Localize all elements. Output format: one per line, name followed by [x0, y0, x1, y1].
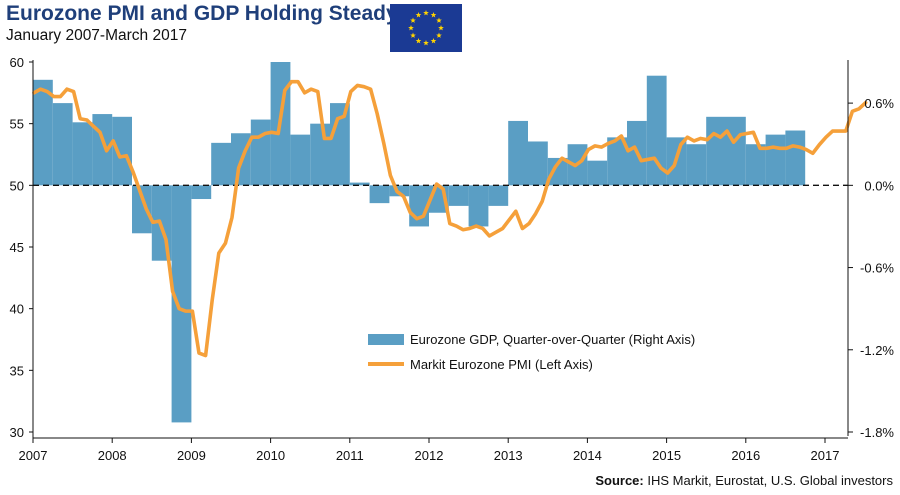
x-tick-label: 2007 — [19, 448, 48, 463]
gdp-bar — [211, 142, 231, 186]
flag-star-icon — [436, 32, 442, 38]
gdp-bar — [765, 134, 786, 186]
x-tick-label: 2016 — [731, 448, 760, 463]
chart-legend: Eurozone GDP, Quarter-over-Quarter (Righ… — [368, 332, 695, 372]
gdp-bar — [468, 185, 489, 227]
flag-star-icon — [415, 12, 422, 18]
gdp-bar — [330, 103, 350, 186]
left-tick-label: 45 — [10, 240, 24, 255]
gdp-bar — [587, 160, 608, 186]
flag-star-icon — [408, 25, 414, 31]
x-tick-label: 2017 — [811, 448, 840, 463]
gdp-bar — [349, 182, 370, 186]
gdp-bar — [191, 185, 212, 200]
gdp-bar — [508, 120, 528, 186]
right-tick-label: -1.8% — [860, 425, 894, 440]
x-tick-label: 2008 — [98, 448, 127, 463]
gdp-bar — [745, 144, 766, 186]
left-tick-label: 40 — [10, 302, 24, 317]
gdp-bar — [132, 185, 152, 234]
chart-axes: 60 55 50 45 40 35 30 0.6% 0.0% -0.6% -1.2% -1.8% 200… — [10, 55, 895, 463]
left-tick-label: 35 — [10, 363, 24, 378]
gdp-bar — [389, 185, 410, 197]
gdp-bar — [488, 185, 509, 206]
source-label: Source: — [595, 473, 644, 488]
right-tick-label: 0.0% — [864, 178, 894, 193]
gdp-bar — [250, 119, 271, 186]
flag-star-icon — [430, 37, 437, 44]
legend-label-pmi: Markit Eurozone PMI (Left Axis) — [410, 357, 593, 372]
gdp-bar — [369, 185, 390, 204]
source-text: IHS Markit, Eurostat, U.S. Global invest… — [647, 473, 893, 488]
right-tick-label: -0.6% — [860, 261, 894, 276]
eu-flag-icon — [390, 4, 462, 52]
chart-title: Eurozone PMI and GDP Holding Steady — [6, 2, 398, 25]
gdp-bar — [547, 157, 568, 186]
flag-star-icon — [415, 37, 422, 44]
gdp-bar — [112, 116, 132, 186]
flag-star-icon — [423, 40, 429, 46]
gdp-bar — [686, 144, 707, 186]
flag-star-icon — [430, 12, 437, 18]
gdp-bar — [52, 103, 73, 186]
x-tick-label: 2013 — [494, 448, 523, 463]
gdp-bar — [310, 123, 330, 186]
gdp-bar — [33, 79, 53, 186]
right-tick-label: 0.6% — [864, 96, 894, 111]
x-tick-label: 2009 — [177, 448, 206, 463]
left-tick-label: 30 — [10, 425, 24, 440]
source-note: Source: IHS Markit, Eurostat, U.S. Globa… — [595, 473, 893, 488]
gdp-bar — [607, 137, 627, 186]
gdp-bar — [448, 185, 469, 206]
legend-swatch-gdp — [368, 334, 404, 345]
left-tick-label: 60 — [10, 55, 24, 70]
chart-subtitle: January 2007-March 2017 — [6, 27, 187, 44]
flag-star-icon — [410, 17, 416, 23]
gdp-bar — [726, 116, 746, 186]
gdp-bar — [72, 122, 93, 186]
flag-star-icon — [436, 17, 442, 23]
right-tick-label: -1.2% — [860, 343, 894, 358]
pmi-series-line — [32, 79, 868, 358]
x-tick-label: 2010 — [256, 448, 285, 463]
flag-star-icon — [410, 32, 416, 38]
x-tick-label: 2014 — [573, 448, 602, 463]
gdp-bar — [785, 130, 806, 186]
flag-star-icon — [423, 10, 429, 16]
x-tick-label: 2011 — [336, 448, 364, 463]
left-tick-label: 50 — [10, 178, 24, 193]
x-tick-label: 2015 — [652, 448, 681, 463]
legend-label-gdp: Eurozone GDP, Quarter-over-Quarter (Righ… — [410, 332, 695, 347]
gdp-bar — [528, 141, 548, 186]
gdp-bar — [171, 185, 192, 423]
x-tick-label: 2012 — [415, 448, 444, 463]
flag-star-icon — [438, 25, 444, 31]
gdp-bar — [706, 116, 726, 186]
left-tick-label: 55 — [10, 117, 24, 132]
gdp-bar — [290, 134, 311, 186]
